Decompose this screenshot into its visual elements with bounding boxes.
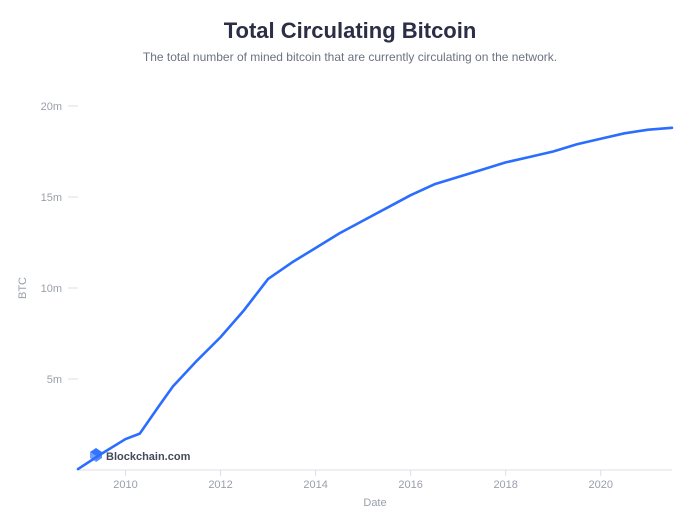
x-axis-title: Date: [363, 497, 386, 509]
line-chart: 5m 10m 15m 20m 2010 2012 2014 2016 2018 2020 Date B…: [0, 98, 700, 518]
y-tick-label: 5m: [47, 374, 62, 386]
chart-area: 5m 10m 15m 20m 2010 2012 2014 2016 2018 2020 Date B…: [0, 98, 700, 518]
y-axis-title: BTC: [17, 277, 29, 299]
data-line: [78, 128, 672, 469]
chart-title: Total Circulating Bitcoin: [0, 18, 700, 44]
y-tick-label: 10m: [41, 283, 62, 295]
x-tick-label: 2010: [113, 479, 137, 491]
x-tick-label: 2014: [303, 479, 327, 491]
x-tick-label: 2016: [398, 479, 422, 491]
watermark: Blockchain.com: [90, 448, 191, 463]
x-tick-label: 2012: [208, 479, 232, 491]
x-tick-label: 2020: [588, 479, 612, 491]
chart-subtitle: The total number of mined bitcoin that a…: [0, 50, 700, 64]
y-tick-label: 15m: [41, 192, 62, 204]
y-tick-label: 20m: [41, 101, 62, 113]
x-tick-label: 2018: [493, 479, 517, 491]
watermark-text: Blockchain.com: [106, 451, 191, 463]
